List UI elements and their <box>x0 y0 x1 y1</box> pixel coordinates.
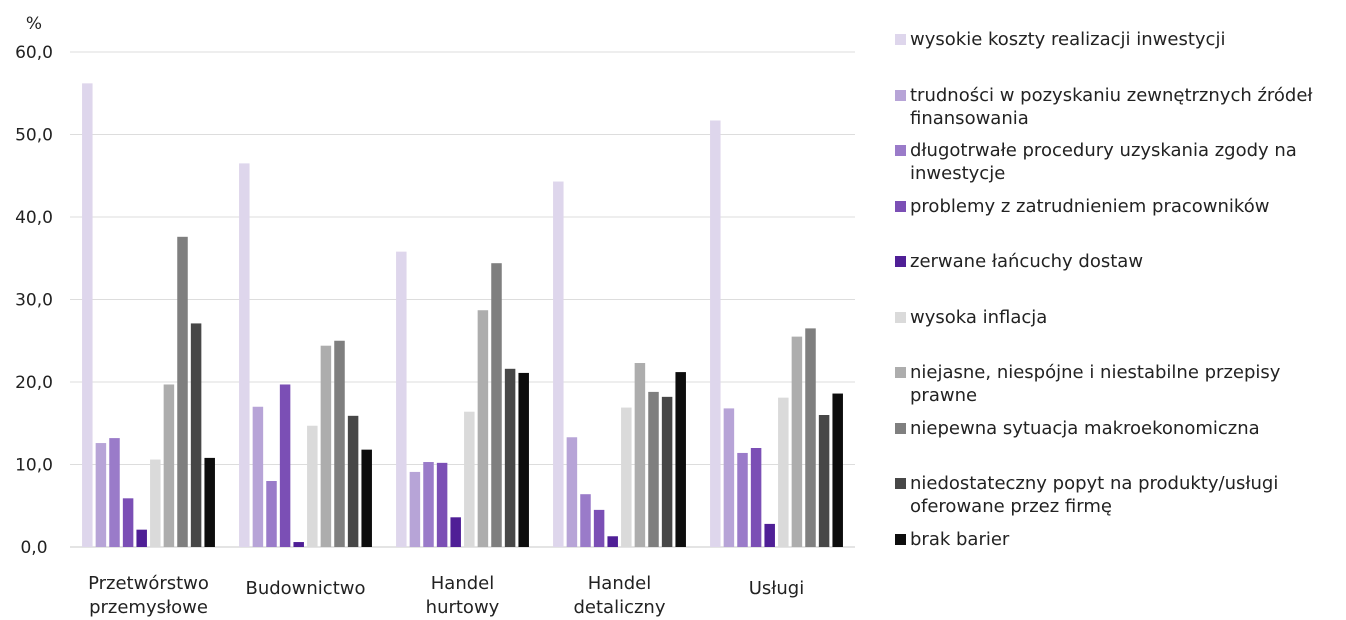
y-tick-label: 50,0 <box>15 126 53 146</box>
legend-item: długotrwałe procedury uzyskania zgody na… <box>895 139 1335 185</box>
bar <box>504 368 516 547</box>
x-category-label: Przetwórstwo przemysłowe <box>88 573 209 618</box>
bar <box>491 263 502 547</box>
bar <box>553 181 564 547</box>
bar <box>252 406 264 547</box>
bar <box>95 443 107 547</box>
legend-label: problemy z zatrudnieniem pracowników <box>910 195 1270 217</box>
bar <box>648 391 659 547</box>
y-tick-label: 40,0 <box>15 208 53 228</box>
bar <box>136 529 147 547</box>
bar <box>109 438 120 547</box>
bar <box>320 345 332 547</box>
bar <box>723 408 735 547</box>
x-category-label: Handel detaliczny <box>574 573 666 618</box>
legend-item: trudności w pozyskaniu zewnętrznych źród… <box>895 84 1335 130</box>
legend-item: niedostateczny popyt na produkty/usługi … <box>895 472 1335 518</box>
bar <box>266 481 277 547</box>
y-axis-unit-label: % <box>26 14 42 34</box>
bar <box>450 517 461 547</box>
bar <box>82 83 93 547</box>
legend-item: problemy z zatrudnieniem pracowników <box>895 195 1335 218</box>
bar <box>832 393 843 547</box>
bar <box>593 509 605 548</box>
x-category-label: Handel hurtowy <box>426 573 500 618</box>
legend-label: długotrwałe procedury uzyskania zgody na… <box>910 140 1297 184</box>
bar <box>436 462 448 547</box>
bar <box>409 471 421 547</box>
bar <box>239 163 250 548</box>
bar <box>737 452 748 547</box>
bar <box>334 340 345 547</box>
y-tick-label: 10,0 <box>15 456 53 476</box>
bar <box>177 236 188 548</box>
bar <box>750 448 762 547</box>
legend-swatch <box>895 256 906 267</box>
legend-swatch <box>895 367 906 378</box>
legend-item: brak barier <box>895 528 1335 551</box>
y-tick-label: 30,0 <box>15 291 53 311</box>
bar <box>293 542 304 547</box>
legend-item: wysoka inflacja <box>895 306 1335 329</box>
legend-label: niepewna sytuacja makroekonomiczna <box>910 417 1260 439</box>
bar <box>190 323 202 547</box>
bar <box>710 120 721 547</box>
bar <box>818 415 830 547</box>
bar <box>566 437 578 547</box>
bar <box>122 498 134 547</box>
bar <box>580 494 591 547</box>
bar <box>791 336 803 548</box>
legend-label: niejasne, niespójne i niestabilne przepi… <box>910 362 1281 406</box>
bar <box>279 384 291 547</box>
legend-swatch <box>895 34 906 45</box>
x-category-label: Usługi <box>749 578 805 599</box>
bar <box>307 425 318 547</box>
bar <box>518 372 529 547</box>
y-tick-label: 0,0 <box>20 538 47 558</box>
y-tick-label: 20,0 <box>15 373 53 393</box>
bar <box>764 523 775 547</box>
bar <box>423 462 434 547</box>
legend-label: wysoka inflacja <box>910 306 1048 328</box>
bar <box>634 363 646 547</box>
legend-swatch <box>895 145 906 156</box>
legend-swatch <box>895 200 906 212</box>
legend-label: brak barier <box>910 528 1010 550</box>
legend-item: niepewna sytuacja makroekonomiczna <box>895 417 1335 440</box>
bar-chart: % 0,0 10,0 20,0 30,0 40,0 50,0 60,0 Przetwórst… <box>15 14 855 618</box>
x-axis-category-labels: Przetwórstwo przemysłowe Budownictwo Handel… <box>88 573 804 618</box>
bar <box>204 457 215 547</box>
y-axis-ticks: 0,0 10,0 20,0 30,0 40,0 50,0 60,0 <box>15 43 53 558</box>
bar <box>361 449 372 547</box>
legend-item: zerwane łańcuchy dostaw <box>895 250 1335 273</box>
x-category-label: Budownictwo <box>245 578 365 599</box>
legend-label: zerwane łańcuchy dostaw <box>910 251 1144 272</box>
bar <box>396 251 407 547</box>
legend-label: niedostateczny popyt na produkty/usługi … <box>910 473 1279 517</box>
bars <box>82 83 843 548</box>
bar <box>464 411 475 547</box>
bar <box>607 536 618 547</box>
legend-swatch <box>895 422 906 434</box>
bar <box>675 372 686 547</box>
bar <box>621 407 632 547</box>
legend-swatch <box>895 311 906 323</box>
legend-label: trudności w pozyskaniu zewnętrznych źród… <box>910 84 1313 129</box>
legend-swatch <box>895 533 906 545</box>
bar <box>661 396 673 547</box>
bar <box>778 397 789 547</box>
legend-label: wysokie koszty realizacji inwestycji <box>910 29 1226 50</box>
bar <box>477 310 489 547</box>
legend-swatch <box>895 478 906 489</box>
y-tick-label: 60,0 <box>15 43 53 63</box>
bar <box>347 415 359 547</box>
bar <box>150 459 161 547</box>
legend-swatch <box>895 89 906 101</box>
bar <box>163 384 175 547</box>
legend-item: niejasne, niespójne i niestabilne przepi… <box>895 361 1335 407</box>
bar <box>805 328 816 548</box>
legend-item: wysokie koszty realizacji inwestycji <box>895 28 1335 51</box>
